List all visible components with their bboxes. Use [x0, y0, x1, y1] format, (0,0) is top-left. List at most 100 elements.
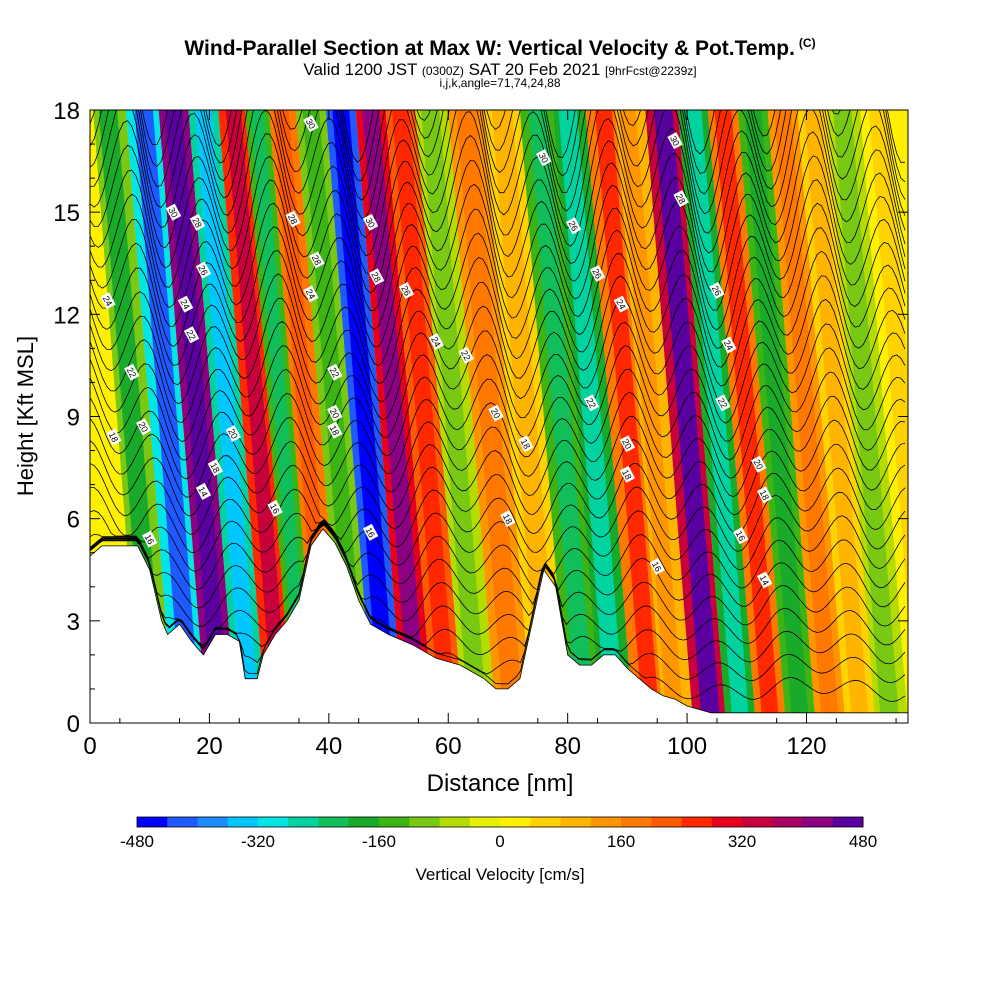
velocity-core	[654, 110, 721, 723]
theta-label: 24	[100, 292, 116, 310]
x-tick-label: 120	[786, 733, 826, 760]
theta-contour	[90, 297, 906, 405]
theta-label-bg	[285, 210, 301, 228]
theta-label-bg	[362, 213, 379, 231]
colorbar-swatch	[500, 817, 531, 827]
y-tick-label: 3	[67, 609, 80, 636]
theta-label-bg	[428, 333, 445, 351]
theta-label-bg	[536, 149, 552, 167]
theta-label-text: 18	[501, 512, 515, 526]
x-axis-label: Distance [nm]	[427, 770, 574, 797]
theta-label-bg	[267, 499, 283, 517]
theta-label-bg	[327, 363, 343, 381]
colorbar-swatch	[711, 817, 743, 827]
colorbar-tick-label: 320	[728, 832, 756, 851]
theta-label: 16	[733, 527, 749, 545]
theta-contour	[90, 521, 906, 609]
theta-label: 24	[177, 295, 194, 313]
x-tick-label: 0	[83, 733, 96, 760]
theta-label-bg	[398, 281, 415, 300]
colorbar-tick-label: -480	[120, 832, 154, 851]
theta-label-text: 18	[620, 468, 634, 482]
colorbar-swatch	[651, 817, 682, 827]
y-tick-label: 0	[67, 711, 80, 738]
colorbar-swatch	[379, 817, 410, 827]
x-tick-label: 100	[667, 733, 707, 760]
theta-label-bg	[488, 404, 504, 422]
theta-label-bg	[183, 326, 200, 344]
theta-label-bg	[673, 190, 689, 208]
theta-label-text: 22	[459, 349, 473, 363]
colorbar-label: Vertical Velocity [cm/s]	[415, 865, 584, 884]
theta-label-bg	[518, 435, 534, 453]
theta-label: 20	[751, 455, 767, 473]
theta-label-text: 28	[190, 216, 204, 230]
theta-label: 18	[619, 465, 636, 483]
theta-contour	[90, 415, 906, 498]
y-tick-label: 18	[53, 98, 80, 125]
theta-contour	[90, 510, 906, 572]
theta-label-text: 16	[650, 560, 664, 574]
theta-label: 28	[368, 268, 385, 286]
theta-label-bg	[619, 435, 636, 453]
colorbar-swatch	[409, 817, 440, 827]
colorbar-swatch	[681, 817, 713, 827]
theta-label: 16	[362, 523, 379, 541]
velocity-core	[421, 110, 488, 723]
theta-contour	[90, 520, 906, 591]
theta-label-text: 20	[226, 427, 240, 441]
theta-label-bg	[500, 510, 516, 528]
theta-label: 30	[165, 203, 182, 221]
theta-label: 30	[536, 149, 552, 167]
colorbar-swatch	[560, 817, 592, 827]
colorbar-swatch	[742, 817, 773, 827]
theta-label: 26	[398, 281, 415, 300]
theta-label-text: 28	[369, 270, 383, 284]
theta-label-bg	[189, 213, 206, 231]
theta-contour	[90, 155, 906, 294]
theta-label-bg	[756, 486, 773, 504]
theta-label-text: 22	[125, 366, 139, 380]
theta-label-bg	[619, 465, 636, 483]
theta-label-text: 30	[537, 151, 551, 165]
y-axis-label: Height [Kft MSL]	[13, 336, 38, 496]
chart-title-text: Wind-Parallel Section at Max W: Vertical…	[184, 37, 795, 60]
velocity-core	[714, 110, 780, 723]
theta-label: 28	[285, 210, 301, 228]
theta-label-text: 20	[328, 407, 342, 421]
theta-label-bg	[327, 404, 343, 422]
theta-label-text: 26	[399, 284, 413, 298]
theta-label: 22	[327, 363, 343, 381]
theta-label-bg	[721, 336, 737, 354]
theta-contour	[90, 110, 906, 239]
velocity-core	[868, 110, 908, 612]
theta-label-bg	[649, 557, 665, 575]
theta-label-text: 22	[716, 396, 730, 410]
theta-label-bg	[751, 455, 767, 473]
theta-label-text: 24	[722, 338, 736, 352]
terrain	[90, 528, 908, 723]
theta-contour	[90, 368, 906, 461]
theta-contour	[90, 110, 906, 201]
theta-label-text: 22	[584, 396, 598, 410]
colorbar-swatch	[590, 817, 622, 827]
theta-label: 20	[225, 424, 242, 443]
theta-label-text: 16	[268, 502, 282, 516]
indices-line: i,j,k,angle=71,74,24,88	[439, 76, 561, 90]
colorbar-swatch	[197, 817, 229, 827]
colorbar: -480 -320 -160 0 160 320 480	[120, 816, 877, 851]
theta-label-text: 24	[429, 335, 443, 349]
theta-label-bg	[177, 295, 194, 313]
theta-label-bg	[362, 523, 379, 541]
x-tick-label: 60	[435, 733, 462, 760]
theta-contour	[90, 202, 906, 331]
colorbar-tick-label: 480	[849, 832, 877, 851]
theta-label-text: 20	[137, 420, 151, 434]
theta-label-text: 24	[101, 294, 115, 308]
theta-label-text: 16	[143, 533, 157, 547]
theta-contour	[90, 110, 906, 257]
x-tick-label: 80	[554, 733, 581, 760]
plot-area: 24 22 18 20 16 30 28 26 24 22 20 18 14 16 28 28 24 22 20 18…	[90, 110, 908, 723]
velocity-core	[804, 110, 869, 723]
theta-label: 28	[673, 190, 689, 208]
